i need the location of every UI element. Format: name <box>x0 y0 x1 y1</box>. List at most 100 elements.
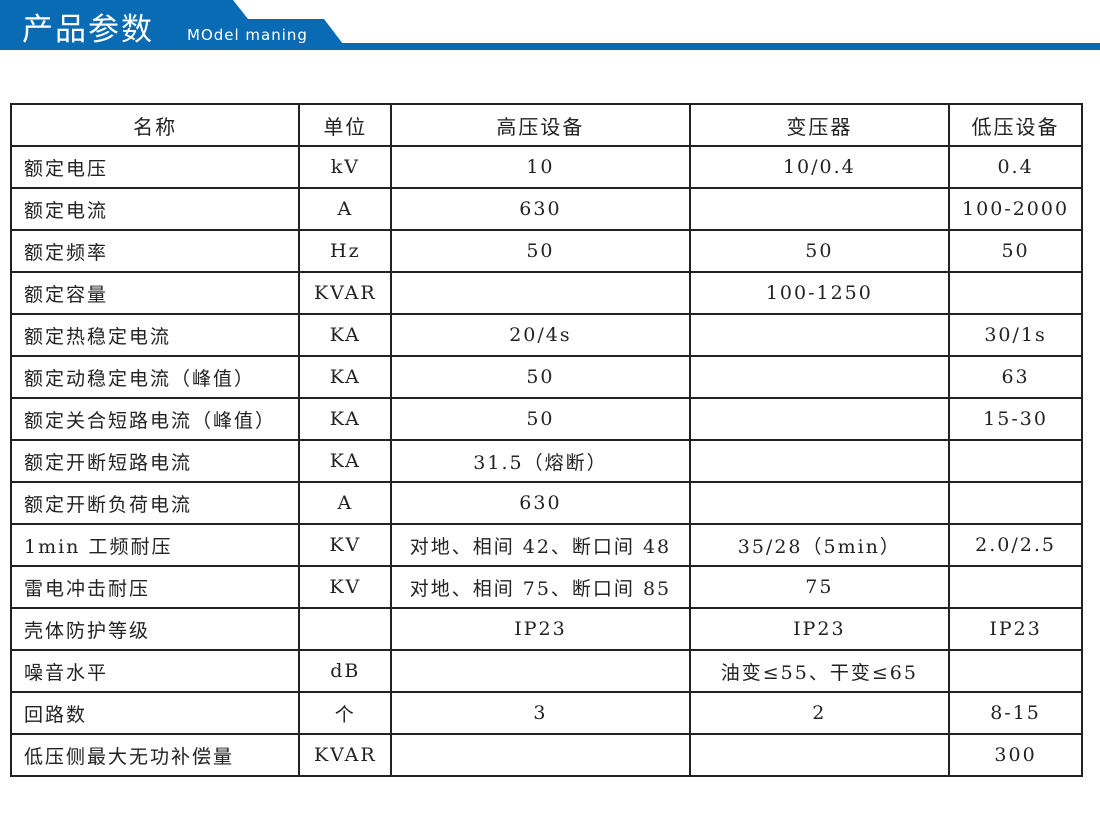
table-cell: 630 <box>390 187 691 231</box>
table-row: 回路数个 3 2 8-15 <box>9 691 1083 735</box>
table-cell: 2.0/2.5 <box>948 523 1083 567</box>
table-row: 额定开断短路电流 KA 31.5（熔断） <box>9 439 1083 483</box>
table-row: 额定开断负荷电流 A 630 <box>9 481 1083 525</box>
table-row: 额定热稳定电流 KA 20/4s 30/1s <box>9 313 1083 357</box>
table-cell: 油变≤55、干变≤65 <box>688 649 951 693</box>
table-row: 额定电流 A 630 100-2000 <box>9 187 1083 231</box>
table-cell: 100-1250 <box>688 271 951 315</box>
table-cell <box>688 439 951 483</box>
table-cell: 20/4s <box>390 313 691 357</box>
table-cell: KA <box>298 439 393 483</box>
table-row: 额定容量 KVAR 100-1250 <box>9 271 1083 315</box>
table-cell: KV <box>298 523 393 567</box>
table-cell <box>688 397 951 441</box>
column-header: 变压器 <box>688 103 951 147</box>
table-cell: A <box>298 187 393 231</box>
table-cell: 50 <box>390 229 691 273</box>
parameter-name: 额定电压 <box>9 145 301 189</box>
table-cell: 630 <box>390 481 691 525</box>
table-row: 额定频率 Hz 50 50 50 <box>9 229 1083 273</box>
table-cell: 35/28（5min） <box>688 523 951 567</box>
parameter-name: 额定电流 <box>9 187 301 231</box>
table-cell: 63 <box>948 355 1083 399</box>
table-cell: dB <box>298 649 393 693</box>
table-cell: 3 <box>390 691 691 735</box>
table-cell: 100-2000 <box>948 187 1083 231</box>
table-row: 雷电冲击耐压 KV 对地、相间 75、断口间 85 75 <box>9 565 1083 609</box>
table-row: 额定关合短路电流（峰值） KA 50 15-30 <box>9 397 1083 441</box>
parameter-name: 额定开断短路电流 <box>9 439 301 483</box>
table-cell <box>948 271 1083 315</box>
table-cell: 50 <box>390 355 691 399</box>
table-row: 低压侧最大无功补偿量 KVAR 300 <box>9 733 1083 777</box>
header-banner-shape <box>0 0 1100 50</box>
table-row: 1min 工频耐压 KV 对地、相间 42、断口间 48 35/28（5min） 2.0… <box>9 523 1083 567</box>
table-cell: 50 <box>390 397 691 441</box>
table-cell <box>948 439 1083 483</box>
table-cell <box>688 187 951 231</box>
table-cell <box>948 481 1083 525</box>
table-cell <box>390 733 691 777</box>
table-cell <box>688 313 951 357</box>
parameter-name: 低压侧最大无功补偿量 <box>9 733 301 777</box>
parameter-name: 额定开断负荷电流 <box>9 481 301 525</box>
table-cell: KA <box>298 355 393 399</box>
table-cell <box>688 733 951 777</box>
table-cell <box>688 481 951 525</box>
table-cell: 0.4 <box>948 145 1083 189</box>
column-header: 单位 <box>298 103 393 147</box>
parameter-name: 额定关合短路电流（峰值） <box>9 397 301 441</box>
section-subtitle: MOdel maning <box>187 26 308 44</box>
table-cell: 对地、相间 42、断口间 48 <box>390 523 691 567</box>
table-cell: 对地、相间 75、断口间 85 <box>390 565 691 609</box>
table-cell: KVAR <box>298 733 393 777</box>
parameter-name: 雷电冲击耐压 <box>9 565 301 609</box>
table-cell: KVAR <box>298 271 393 315</box>
table-cell: 50 <box>948 229 1083 273</box>
table-cell: 2 <box>688 691 951 735</box>
parameter-name: 回路数 <box>9 691 301 735</box>
column-header: 低压设备 <box>948 103 1083 147</box>
table-cell: 30/1s <box>948 313 1083 357</box>
table-cell: IP23 <box>948 607 1083 651</box>
table-row: 额定动稳定电流（峰值） KA 50 63 <box>9 355 1083 399</box>
table-cell: 75 <box>688 565 951 609</box>
column-header: 名称 <box>9 103 301 147</box>
parameter-name: 噪音水平 <box>9 649 301 693</box>
table-cell <box>948 565 1083 609</box>
parameter-name: 额定动稳定电流（峰值） <box>9 355 301 399</box>
parameter-table: 名称 单位 高压设备 变压器 低压设备 额定电压 kV 10 10/0.4 0.4 额定电流 A 630… <box>9 103 1083 777</box>
table-row: 壳体防护等级 IP23 IP23 IP23 <box>9 607 1083 651</box>
table-cell <box>390 271 691 315</box>
table-cell: 10/0.4 <box>688 145 951 189</box>
parameter-name: 额定热稳定电流 <box>9 313 301 357</box>
table-cell <box>948 649 1083 693</box>
table-cell: KV <box>298 565 393 609</box>
table-cell: 个 <box>298 691 393 735</box>
column-header: 高压设备 <box>390 103 691 147</box>
table-cell: 50 <box>688 229 951 273</box>
section-header: 产品参数 MOdel maning <box>0 0 1100 52</box>
parameter-name: 额定容量 <box>9 271 301 315</box>
parameter-name: 1min 工频耐压 <box>9 523 301 567</box>
table-cell: IP23 <box>390 607 691 651</box>
table-cell: IP23 <box>688 607 951 651</box>
table-cell: KA <box>298 397 393 441</box>
table-cell: kV <box>298 145 393 189</box>
table-cell <box>688 355 951 399</box>
table-cell <box>298 607 393 651</box>
table-cell: KA <box>298 313 393 357</box>
table-cell: 15-30 <box>948 397 1083 441</box>
table-cell <box>390 649 691 693</box>
parameter-name: 额定频率 <box>9 229 301 273</box>
table-header-row: 名称 单位 高压设备 变压器 低压设备 <box>9 103 1083 147</box>
table-cell: A <box>298 481 393 525</box>
table-cell: 31.5（熔断） <box>390 439 691 483</box>
table-row: 额定电压 kV 10 10/0.4 0.4 <box>9 145 1083 189</box>
section-title: 产品参数 <box>22 12 154 48</box>
table-row: 噪音水平 dB 油变≤55、干变≤65 <box>9 649 1083 693</box>
parameter-name: 壳体防护等级 <box>9 607 301 651</box>
table-cell: 300 <box>948 733 1083 777</box>
table-cell: Hz <box>298 229 393 273</box>
table-cell: 8-15 <box>948 691 1083 735</box>
